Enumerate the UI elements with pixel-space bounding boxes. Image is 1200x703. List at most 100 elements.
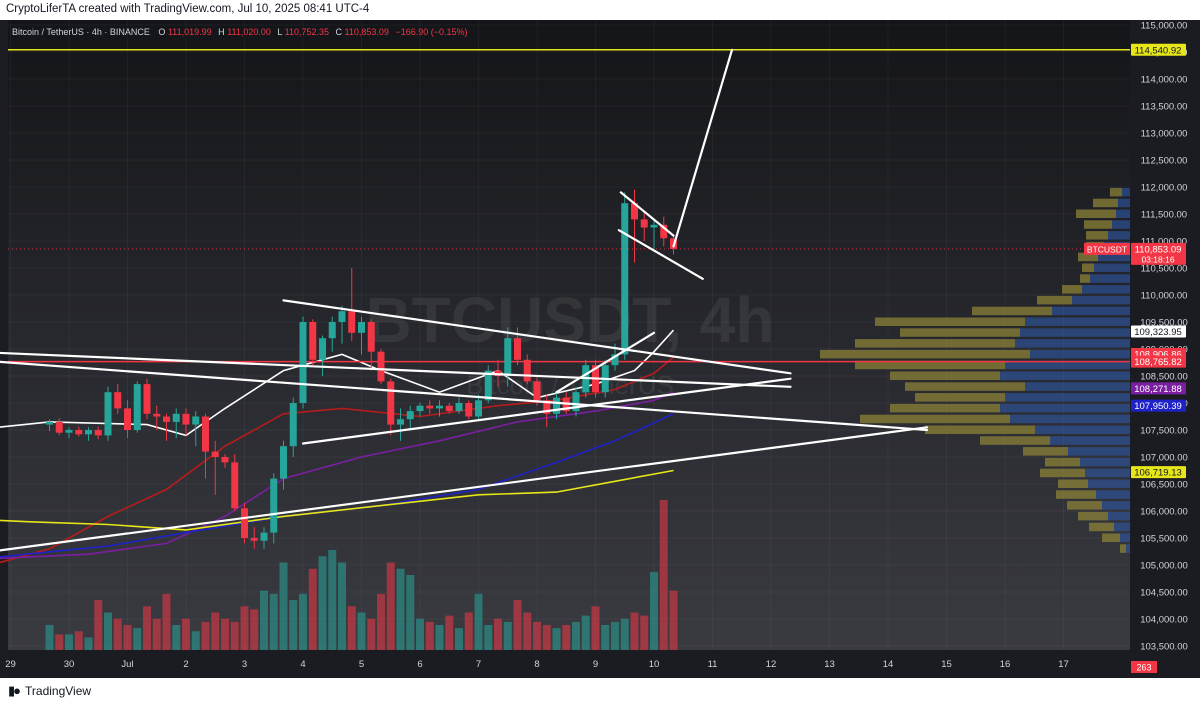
volume-bars [45,500,678,650]
candle-body [124,408,131,430]
price-tick-label: 106,000.00 [1140,507,1188,518]
candle-body [104,392,112,436]
volume-bar [201,621,210,650]
volume-bar [269,593,278,650]
candle-body [406,411,414,420]
trendlines[interactable] [0,48,929,554]
volume-profile-gold-row [1078,511,1108,521]
legend-close-value: 110,853.09 [345,27,389,37]
price-tick-label: 111,000.00 [1141,237,1187,248]
volume-profile-gold-row [1102,533,1120,542]
candle-body [358,322,365,333]
volume-profile-gold-row [1093,198,1118,208]
volume-bar [659,500,668,650]
volume-profile-blue-row [1050,436,1130,445]
volume-bar [172,625,181,650]
candle-body [397,419,404,425]
volume-bar [221,618,229,650]
volume-bar [367,618,376,650]
volume-profile-gold-row [1037,295,1072,305]
volume-profile-blue-row [1085,468,1130,478]
candle-body [75,430,83,435]
price-tick-label: 111,500.00 [1141,210,1187,221]
volume-bar [464,612,473,650]
vp-high-label-bg [1131,325,1186,338]
volume-bar [650,571,658,650]
volume-profile-blue-row [1030,349,1130,359]
current-label-bg [1131,242,1186,265]
candle-body [426,405,434,409]
candle-body [445,405,453,412]
volume-profile-blue-row [1112,220,1130,229]
volume-profile-blue-row [1025,317,1130,326]
volume-profile-blue-row [1010,414,1130,424]
candle-body [55,421,63,433]
candle-body [289,403,297,447]
volume-profile-blue-row [1122,187,1130,197]
volume-profile-blue-row [1080,457,1130,467]
volume-bar [542,625,551,650]
tradingview-logo[interactable]: ▮● TradingView [8,682,91,700]
volume-bar [143,606,151,650]
time-tick-label: 5 [359,659,364,670]
volume-bar [328,550,337,650]
red-level-label: 108,765.82 [1134,357,1182,368]
candle-body [46,421,53,425]
volume-bar [338,562,346,650]
price-tick-label: 113,500.00 [1141,102,1188,113]
volume-profile-gold-row [1082,263,1094,272]
volume-profile-gold-row [915,393,1005,402]
price-tick-label: 110,500.00 [1141,264,1188,275]
volume-badge-bg [1131,661,1157,673]
volume-profile-blue-row [1116,209,1130,218]
price-tick-label: 104,500.00 [1140,588,1188,599]
price-tick-label: 108,500.00 [1140,372,1188,383]
volume-bar [669,590,678,650]
price-tick-label: 112,000.00 [1141,183,1188,194]
volume-bar [503,621,512,650]
trendline [672,48,734,248]
candle-body [475,400,482,417]
volume-bar [74,631,83,650]
volume-bar [162,593,171,650]
tradingview-logo-text: TradingView [25,684,92,698]
volume-profile-blue-row [1052,306,1130,316]
time-tick-label: 15 [941,659,952,670]
chart-area[interactable]: BTCUSDT, 4h Bitcoin / TetherUS 115,000.0… [0,20,1200,678]
price-tick-label: 105,500.00 [1140,534,1188,545]
volume-profile-blue-row [1072,295,1130,305]
time-tick-label: 16 [1000,659,1011,670]
time-axis[interactable]: 29 30 Jul 2 3 4 5 6 7 8 9 10 11 12 13 14 15 16 17 [5,659,1069,670]
volume-bar [416,618,424,650]
trendline [0,360,929,432]
volume-bar [581,615,590,650]
volume-profile-blue-row [1005,393,1130,402]
volume-bar [435,625,444,650]
candle-body [377,351,385,382]
legend-row[interactable]: Bitcoin / TetherUS · 4h · BINANCE O 111,… [12,27,468,37]
ema-purple-label-bg [1131,382,1186,395]
grid [8,20,1130,650]
candle-body [533,381,541,401]
price-tick-label: 104,000.00 [1140,615,1188,626]
candle-body [143,384,151,414]
time-axis-background [8,650,1200,678]
volume-bar [182,618,190,650]
candle-body [299,322,307,403]
volume-bar [104,612,112,650]
candle-body [241,508,248,538]
volume-bar [377,593,385,650]
legend-open-label: O [158,27,165,37]
legend-text: Bitcoin / TetherUS · 4h · BINANCE O 111,… [12,27,468,37]
time-tick-label: Jul [121,659,133,670]
candle-body [621,203,629,355]
candle-body [221,457,229,463]
candle-body [436,405,443,409]
volume-profile-gold-row [875,317,1025,326]
candlestick-chart[interactable]: BTCUSDT, 4h Bitcoin / TetherUS 115,000.0… [0,20,1200,678]
volume-profile-gold-row [925,425,1035,434]
volume-profile-gold-row [1080,274,1090,283]
volume-badge: 263 [1136,663,1151,673]
volume-bar [123,625,132,650]
candle-body [543,400,551,414]
